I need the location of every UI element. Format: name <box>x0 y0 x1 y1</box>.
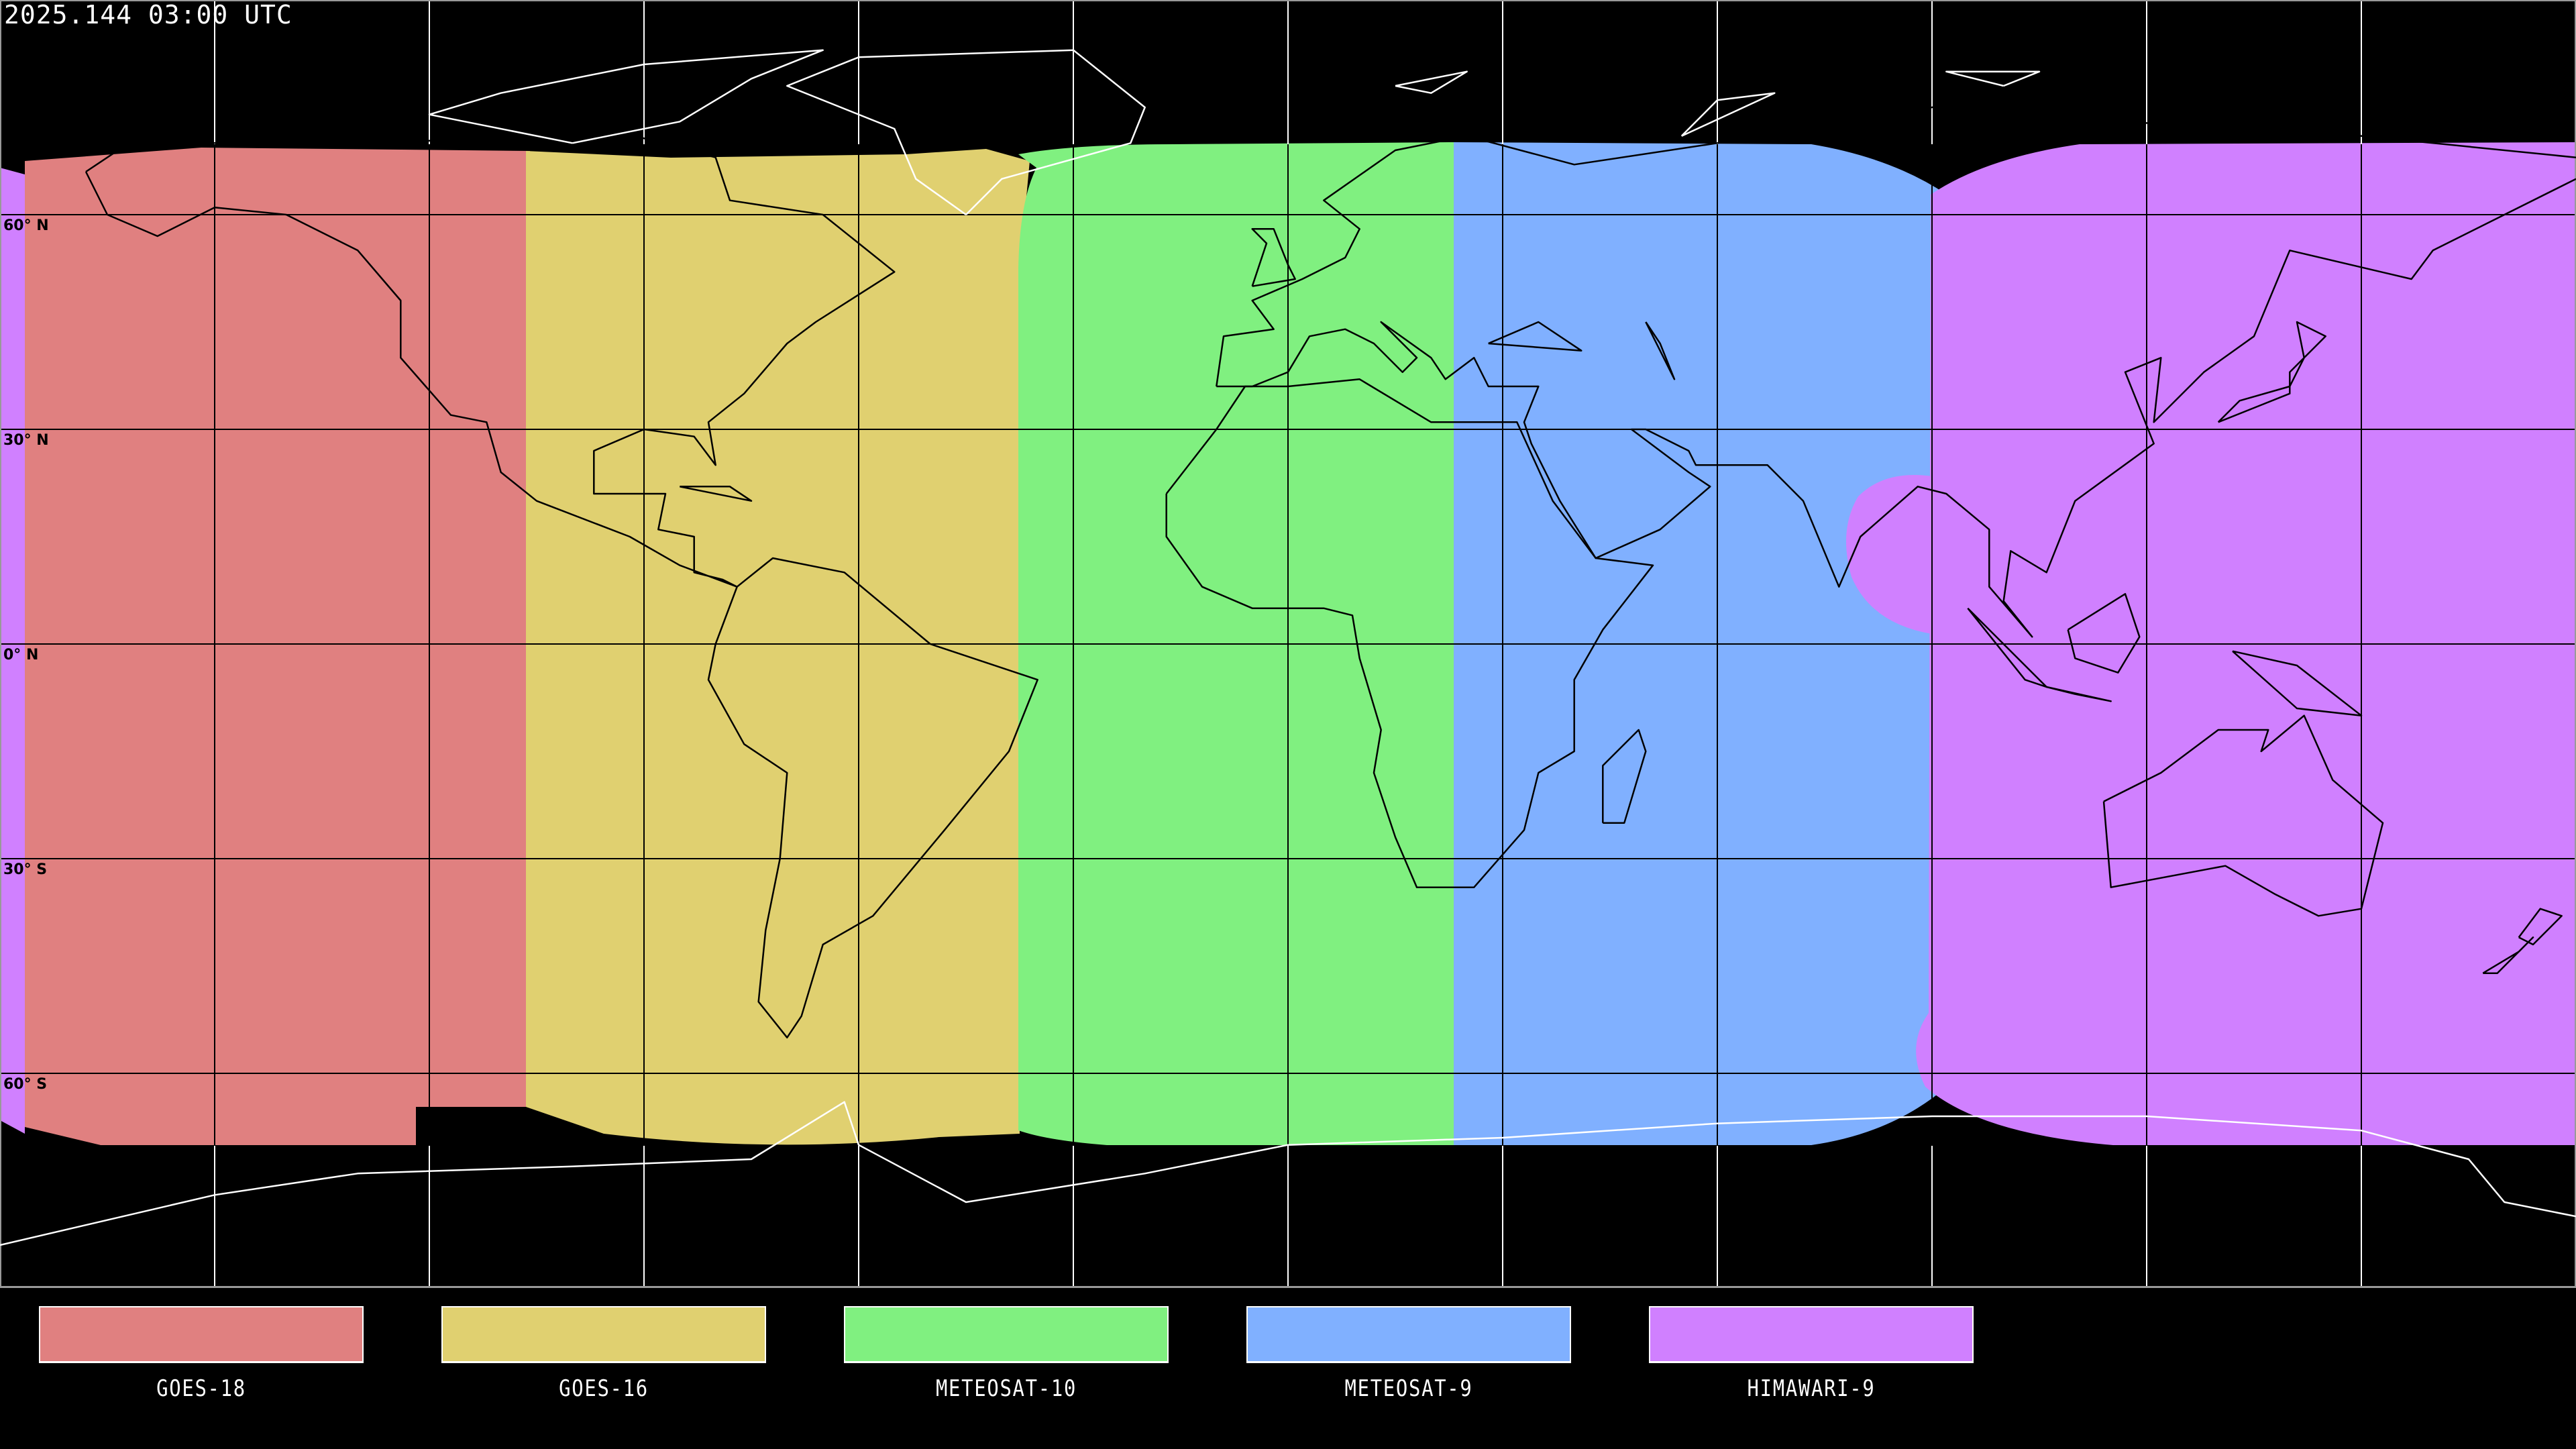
coastline <box>1216 92 2576 387</box>
coastline <box>1251 228 1296 287</box>
coastline <box>1680 92 1776 137</box>
coastline <box>85 127 896 588</box>
lat-label-60n: 60° N <box>3 217 49 234</box>
coastline <box>0 1101 2576 1246</box>
coastlines <box>0 49 2576 1246</box>
legend-label: HIMAWARI-9 <box>1747 1375 1876 1402</box>
legend-swatch <box>844 1306 1169 1363</box>
coastline <box>1216 178 2576 638</box>
coastline <box>680 486 753 502</box>
coastline <box>1602 729 1647 824</box>
coastline <box>786 49 1146 216</box>
coastline <box>1945 70 2041 87</box>
coastline <box>1645 321 1676 380</box>
legend-label: GOES-16 <box>559 1375 649 1402</box>
coastline <box>1967 607 2047 688</box>
coverage-region <box>25 148 530 1145</box>
legend-goes-16: GOES-16 <box>441 1306 766 1402</box>
coastline <box>2102 714 2384 917</box>
legend-label: GOES-18 <box>156 1375 246 1402</box>
legend-swatch <box>1649 1306 1974 1363</box>
coastline <box>428 49 824 144</box>
legend-meteosat-9: METEOSAT-9 <box>1246 1306 1571 1402</box>
legend-label: METEOSAT-10 <box>935 1375 1077 1402</box>
lat-lon-grid <box>0 0 2576 1287</box>
map-legend-divider <box>0 1287 2576 1288</box>
legend-meteosat-10: METEOSAT-10 <box>844 1306 1169 1402</box>
coastline <box>2232 650 2363 716</box>
coastline <box>1395 70 1468 94</box>
coastline <box>2045 686 2112 702</box>
legend-label: METEOSAT-9 <box>1344 1375 1473 1402</box>
legend-goes-18: GOES-18 <box>39 1306 364 1402</box>
coastline <box>1165 378 1654 888</box>
lat-label-60s: 60° S <box>3 1076 48 1093</box>
coastline <box>707 557 1038 1038</box>
coverage-region <box>526 149 1030 1145</box>
coverage-region <box>0 168 25 1134</box>
legend-swatch <box>441 1306 766 1363</box>
legend-himawari-9: HIMAWARI-9 <box>1649 1306 1974 1402</box>
legend-swatch <box>1246 1306 1571 1363</box>
lat-label-0n: 0° N <box>3 647 39 663</box>
coastline <box>2482 936 2534 974</box>
coastline <box>2217 321 2326 423</box>
coverage-region <box>1846 475 1932 634</box>
legend-swatch <box>39 1306 364 1363</box>
coastline <box>2067 593 2141 674</box>
lat-label-30s: 30° S <box>3 861 48 878</box>
timestamp-title: 2025.144 03:00 UTC <box>4 0 292 30</box>
satellite-coverage-map <box>0 0 2576 1287</box>
coastline <box>1488 321 1582 352</box>
lat-label-30n: 30° N <box>3 432 49 449</box>
